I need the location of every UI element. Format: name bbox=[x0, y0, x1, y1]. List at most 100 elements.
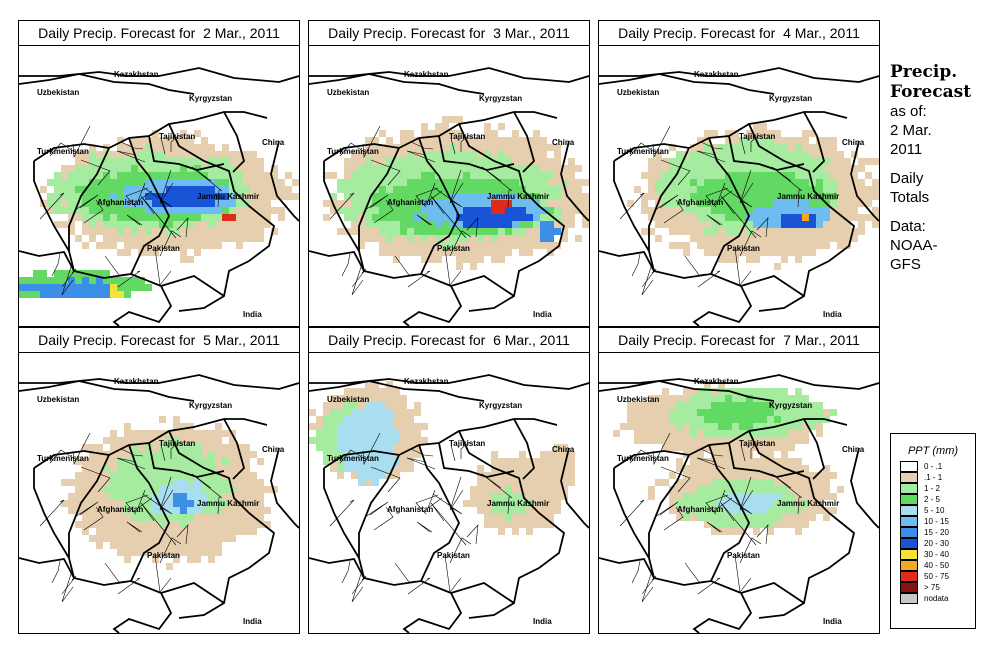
precip-cell bbox=[858, 221, 865, 228]
legend-label: 5 - 10 bbox=[924, 506, 945, 515]
precip-cell bbox=[774, 242, 781, 249]
precip-cell bbox=[393, 395, 400, 402]
precip-cell bbox=[138, 465, 145, 472]
precip-cell bbox=[830, 472, 837, 479]
precip-cell bbox=[316, 430, 323, 437]
precip-cell bbox=[250, 235, 257, 242]
precip-cell bbox=[180, 437, 187, 444]
precip-cell bbox=[802, 423, 809, 430]
precip-cell bbox=[676, 500, 683, 507]
precip-cell bbox=[222, 444, 229, 451]
precip-cell bbox=[816, 200, 823, 207]
precip-cell bbox=[690, 430, 697, 437]
precip-cell bbox=[250, 151, 257, 158]
precip-cell bbox=[257, 179, 264, 186]
precip-cell bbox=[872, 221, 879, 228]
precip-cell bbox=[795, 172, 802, 179]
precip-cell bbox=[711, 144, 718, 151]
precip-cell bbox=[519, 507, 526, 514]
precip-cell bbox=[103, 500, 110, 507]
precip-cell bbox=[152, 200, 159, 207]
precip-cell bbox=[421, 186, 428, 193]
country-border bbox=[33, 161, 173, 326]
precip-cell bbox=[669, 193, 676, 200]
info-data-line3: GFS bbox=[890, 256, 921, 273]
precip-cell bbox=[781, 207, 788, 214]
precip-cell bbox=[40, 277, 47, 284]
precip-cell bbox=[428, 172, 435, 179]
precip-cell bbox=[795, 437, 802, 444]
precip-cell bbox=[732, 402, 739, 409]
precip-cell bbox=[187, 549, 194, 556]
precip-cell bbox=[491, 172, 498, 179]
precip-cell bbox=[194, 556, 201, 563]
precip-cell bbox=[131, 500, 138, 507]
precip-cell bbox=[103, 493, 110, 500]
precip-cell bbox=[830, 235, 837, 242]
precip-cell bbox=[830, 493, 837, 500]
precip-cell bbox=[739, 228, 746, 235]
precip-cell bbox=[131, 451, 138, 458]
precip-cell bbox=[498, 479, 505, 486]
precip-cell bbox=[351, 214, 358, 221]
precip-cell bbox=[386, 388, 393, 395]
precip-cell bbox=[788, 437, 795, 444]
precip-cell bbox=[138, 521, 145, 528]
precip-cell bbox=[753, 500, 760, 507]
precip-cell bbox=[250, 179, 257, 186]
precip-cell bbox=[117, 444, 124, 451]
precip-cell bbox=[718, 242, 725, 249]
precip-cell bbox=[187, 214, 194, 221]
precip-cell bbox=[795, 151, 802, 158]
precip-cell bbox=[837, 193, 844, 200]
precip-cell bbox=[669, 207, 676, 214]
precip-cell bbox=[96, 277, 103, 284]
precip-cell bbox=[470, 179, 477, 186]
precip-cell bbox=[774, 514, 781, 521]
precip-cell bbox=[449, 193, 456, 200]
precip-cell bbox=[215, 179, 222, 186]
precip-cell bbox=[711, 249, 718, 256]
precip-cell bbox=[725, 193, 732, 200]
precip-cell bbox=[732, 137, 739, 144]
precip-cell bbox=[491, 235, 498, 242]
precip-cell bbox=[145, 144, 152, 151]
precip-cell bbox=[802, 200, 809, 207]
precip-cell bbox=[180, 158, 187, 165]
precip-cell bbox=[372, 416, 379, 423]
province-border bbox=[416, 521, 433, 533]
precip-cell bbox=[711, 521, 718, 528]
precip-cell bbox=[61, 200, 68, 207]
precip-cell bbox=[676, 437, 683, 444]
precip-cell bbox=[802, 130, 809, 137]
precip-cell bbox=[103, 165, 110, 172]
precip-cell bbox=[795, 144, 802, 151]
precip-cell bbox=[124, 486, 131, 493]
precip-cell bbox=[379, 402, 386, 409]
precip-cell bbox=[809, 144, 816, 151]
precip-cell bbox=[582, 193, 589, 200]
precip-cell bbox=[124, 193, 131, 200]
precip-cell bbox=[393, 186, 400, 193]
precip-cell bbox=[131, 179, 138, 186]
country-border bbox=[803, 111, 826, 173]
precip-cell bbox=[540, 451, 547, 458]
precip-cell bbox=[627, 200, 634, 207]
precip-cell bbox=[159, 186, 166, 193]
province-border bbox=[619, 499, 645, 527]
precip-cell bbox=[704, 437, 711, 444]
precip-cell bbox=[208, 542, 215, 549]
precip-cell bbox=[760, 458, 767, 465]
precip-cell bbox=[512, 458, 519, 465]
precip-cell bbox=[690, 507, 697, 514]
precip-cell bbox=[173, 221, 180, 228]
precip-cell bbox=[180, 479, 187, 486]
precip-cell bbox=[732, 130, 739, 137]
precip-cell bbox=[767, 444, 774, 451]
precip-cell bbox=[201, 528, 208, 535]
province-border bbox=[39, 499, 65, 527]
precip-cell bbox=[337, 437, 344, 444]
country-label-tajikistan: Tajikistan bbox=[159, 439, 196, 448]
precip-cell bbox=[627, 402, 634, 409]
precip-cell bbox=[414, 137, 421, 144]
